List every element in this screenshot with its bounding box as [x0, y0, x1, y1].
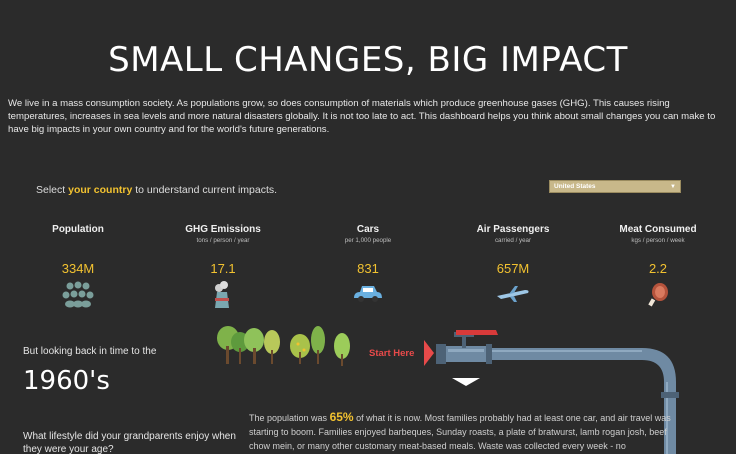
factory-icon	[215, 281, 229, 308]
tree-icon	[217, 326, 350, 366]
metric-label: GHG Emissions	[185, 224, 261, 235]
pipe-illustration	[436, 330, 679, 454]
decade-label: 1960's	[23, 366, 110, 396]
metric-value: 2.2	[648, 261, 668, 276]
metric-value: 334M	[61, 261, 95, 276]
story-text: of what it is now. Most families probabl…	[249, 413, 671, 451]
story-prefix: The population was	[249, 413, 330, 423]
metric-label: Cars	[356, 224, 380, 235]
metric-label: Meat Consumed	[619, 224, 697, 235]
metric-air-passengers: Air Passengers carried / year 657M	[443, 224, 583, 313]
start-here-label: Start Here	[369, 348, 415, 359]
metric-meat: Meat Consumed kgs / person / week 2.2	[588, 224, 728, 313]
lifestyle-question: What lifestyle did your grandparents enj…	[23, 431, 236, 454]
metric-sub: tons / person / year	[196, 237, 250, 244]
people-icon	[62, 281, 94, 308]
select-prefix: Select	[36, 184, 69, 196]
drop-indicator-icon	[452, 378, 480, 386]
metric-ghg: GHG Emissions tons / person / year 17.1	[153, 224, 293, 313]
metric-sub	[8, 237, 148, 245]
page-title: SMALL CHANGES, BIG IMPACT	[108, 40, 628, 80]
metric-label: Population	[52, 224, 104, 235]
metric-sub: carried / year	[494, 237, 532, 244]
intro-paragraph: We live in a mass consumption society. A…	[8, 98, 716, 135]
story-paragraph: The population was 65% of what it is now…	[249, 410, 689, 453]
trees-illustration	[217, 326, 350, 366]
select-suffix: to understand current impacts.	[132, 184, 278, 196]
metric-population: Population 334M	[8, 224, 148, 313]
metric-sub: kgs / person / week	[631, 237, 685, 244]
chevron-down-icon: ▼	[670, 183, 676, 190]
car-icon	[354, 286, 382, 302]
select-highlight: your country	[68, 184, 133, 196]
metric-value: 657M	[496, 261, 530, 276]
looking-back-label: But looking back in time to the	[23, 346, 157, 357]
metric-cars: Cars per 1,000 people 831	[298, 224, 438, 313]
country-dropdown-value: United States	[554, 183, 596, 190]
metric-value: 17.1	[210, 261, 236, 276]
metric-sub: per 1,000 people	[344, 237, 392, 244]
country-select-prompt: Select your country to understand curren…	[36, 184, 277, 196]
story-percent: 65%	[329, 410, 354, 424]
meat-icon	[648, 283, 668, 307]
metric-label: Air Passengers	[476, 224, 550, 235]
airplane-icon	[497, 286, 529, 302]
metric-value: 831	[357, 261, 379, 276]
arrow-right-icon	[424, 340, 434, 366]
valve-handle-icon	[456, 330, 498, 335]
country-dropdown[interactable]: United States ▼	[549, 180, 681, 193]
